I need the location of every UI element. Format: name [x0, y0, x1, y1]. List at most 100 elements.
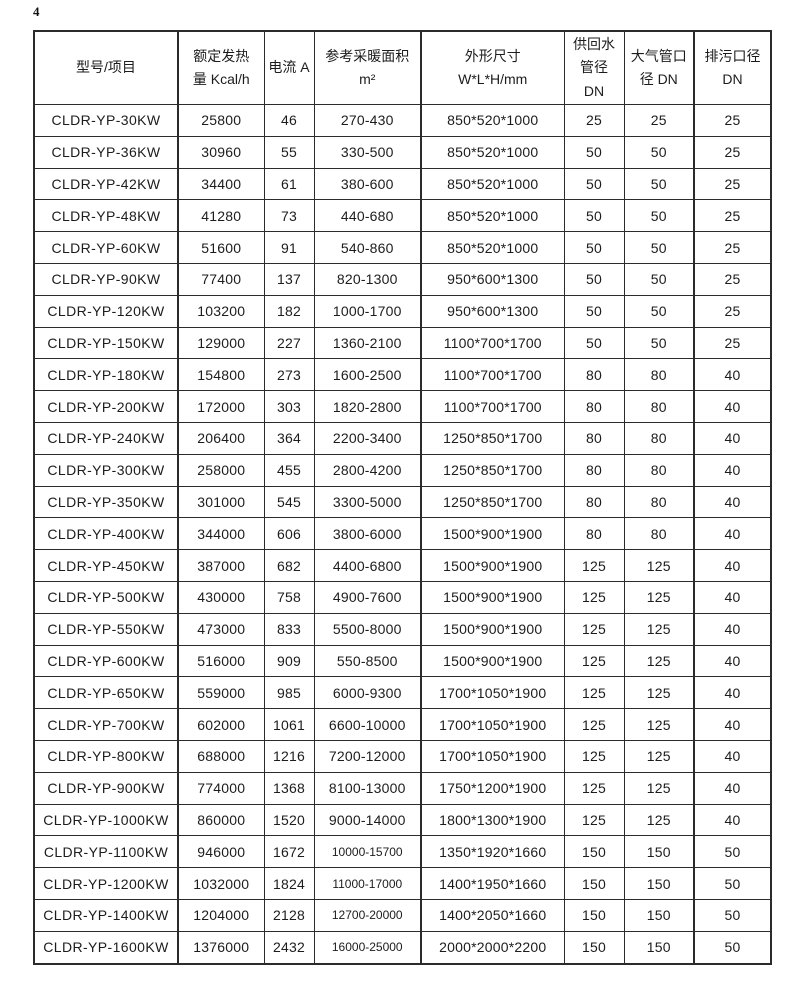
table-cell: 150 [563, 835, 625, 869]
table-cell: 1700*1050*1900 [420, 739, 565, 773]
table-cell: 80 [623, 421, 695, 455]
table-cell: 850*520*1000 [420, 104, 565, 137]
page-number: 4 [33, 4, 40, 19]
table-cell: 25800 [177, 104, 265, 137]
table-cell: 50 [563, 135, 625, 169]
table-row: CLDR-YP-1000KW 860000 1520 9000-14000 1800*1… [33, 803, 772, 837]
table-cell: 1061 [263, 708, 315, 741]
table-cell: 1600-2500 [313, 358, 422, 392]
table-cell: 1500*900*1900 [420, 612, 565, 646]
table-cell: 40 [693, 390, 772, 423]
table-cell: 50 [623, 231, 695, 264]
table-cell: 154800 [177, 358, 265, 392]
table-cell: 6600-10000 [313, 708, 422, 741]
table-cell: 11000-17000 [313, 867, 422, 900]
table-cell: 50 [563, 326, 625, 360]
model-cell: CLDR-YP-1600KW [33, 930, 179, 965]
table-cell: 91 [263, 231, 315, 264]
table-cell: 1800*1300*1900 [420, 803, 565, 837]
table-cell: 125 [623, 676, 695, 710]
table-cell: 1376000 [177, 930, 265, 965]
table-cell: 50 [563, 167, 625, 201]
table-cell: 1520 [263, 803, 315, 837]
table-cell: 40 [693, 644, 772, 678]
table-row: CLDR-YP-60KW 51600 91 540-860 850*520*1000 50… [33, 231, 772, 264]
model-cell: CLDR-YP-200KW [33, 390, 179, 423]
table-cell: 850*520*1000 [420, 231, 565, 264]
table-cell: 1360-2100 [313, 326, 422, 360]
table-cell: 303 [263, 390, 315, 423]
table-cell: 5500-8000 [313, 612, 422, 646]
table-cell: 125 [563, 580, 625, 614]
model-cell: CLDR-YP-650KW [33, 676, 179, 710]
table-row: CLDR-YP-500KW 430000 758 4900-7600 1500*900*… [33, 580, 772, 614]
table-cell: 1216 [263, 739, 315, 773]
table-cell: 125 [563, 708, 625, 741]
table-cell: 850*520*1000 [420, 199, 565, 233]
model-cell: CLDR-YP-1400KW [33, 898, 179, 932]
table-cell: 80 [623, 453, 695, 487]
model-cell: CLDR-YP-700KW [33, 708, 179, 741]
table-cell: 46 [263, 104, 315, 137]
table-cell: 125 [563, 644, 625, 678]
model-cell: CLDR-YP-600KW [33, 644, 179, 678]
table-header-row: 型号/项目 额定发热量 Kcal/h 电流 A 参考采暖面积 m² 外形尺寸 W*L*H/m… [33, 30, 772, 105]
table-cell: 150 [563, 898, 625, 932]
table-cell: 606 [263, 517, 315, 551]
table-cell: 50 [623, 135, 695, 169]
table-cell: 850*520*1000 [420, 135, 565, 169]
table-cell: 172000 [177, 390, 265, 423]
table-row: CLDR-YP-180KW 154800 273 1600-2500 1100*700*… [33, 358, 772, 392]
table-cell: 227 [263, 326, 315, 360]
table-cell: 40 [693, 358, 772, 392]
table-cell: 550-8500 [313, 644, 422, 678]
table-cell: 1368 [263, 771, 315, 805]
table-cell: 1000-1700 [313, 294, 422, 328]
table-cell: 50 [623, 262, 695, 296]
table-cell: 1500*900*1900 [420, 517, 565, 551]
table-body: CLDR-YP-30KW 25800 46 270-430 850*520*1000 25… [33, 104, 772, 965]
table-cell: 40 [693, 580, 772, 614]
table-cell: 758 [263, 580, 315, 614]
table-cell: 125 [623, 771, 695, 805]
table-cell: 380-600 [313, 167, 422, 201]
table-cell: 16000-25000 [313, 930, 422, 965]
table-cell: 77400 [177, 262, 265, 296]
table-row: CLDR-YP-1600KW 1376000 2432 16000-25000 2000… [33, 930, 772, 965]
table-cell: 1500*900*1900 [420, 644, 565, 678]
table-cell: 950*600*1300 [420, 262, 565, 296]
table-cell: 774000 [177, 771, 265, 805]
table-cell: 80 [563, 421, 625, 455]
table-cell: 1100*700*1700 [420, 390, 565, 423]
table-cell: 559000 [177, 676, 265, 710]
table-row: CLDR-YP-350KW 301000 545 3300-5000 1250*850*… [33, 485, 772, 519]
model-cell: CLDR-YP-48KW [33, 199, 179, 233]
table-cell: 150 [623, 867, 695, 900]
table-cell: 1824 [263, 867, 315, 900]
model-cell: CLDR-YP-30KW [33, 104, 179, 137]
table-cell: 387000 [177, 549, 265, 582]
table-cell: 1500*900*1900 [420, 549, 565, 582]
table-cell: 850*520*1000 [420, 167, 565, 201]
table-cell: 1750*1200*1900 [420, 771, 565, 805]
table-cell: 61 [263, 167, 315, 201]
model-cell: CLDR-YP-350KW [33, 485, 179, 519]
table-cell: 40 [693, 676, 772, 710]
table-row: CLDR-YP-48KW 41280 73 440-680 850*520*1000 50… [33, 199, 772, 233]
table-cell: 125 [623, 803, 695, 837]
table-cell: 8100-13000 [313, 771, 422, 805]
table-cell: 40 [693, 517, 772, 551]
table-cell: 40 [693, 421, 772, 455]
model-cell: CLDR-YP-1100KW [33, 835, 179, 869]
table-cell: 985 [263, 676, 315, 710]
table-cell: 40 [693, 485, 772, 519]
table-cell: 125 [563, 676, 625, 710]
table-cell: 125 [623, 708, 695, 741]
table-cell: 1400*1950*1660 [420, 867, 565, 900]
table-cell: 25 [693, 167, 772, 201]
table-cell: 50 [563, 231, 625, 264]
column-header: 额定发热量 Kcal/h [177, 30, 265, 105]
table-row: CLDR-YP-650KW 559000 985 6000-9300 1700*1050… [33, 676, 772, 710]
table-cell: 125 [563, 803, 625, 837]
table-cell: 55 [263, 135, 315, 169]
